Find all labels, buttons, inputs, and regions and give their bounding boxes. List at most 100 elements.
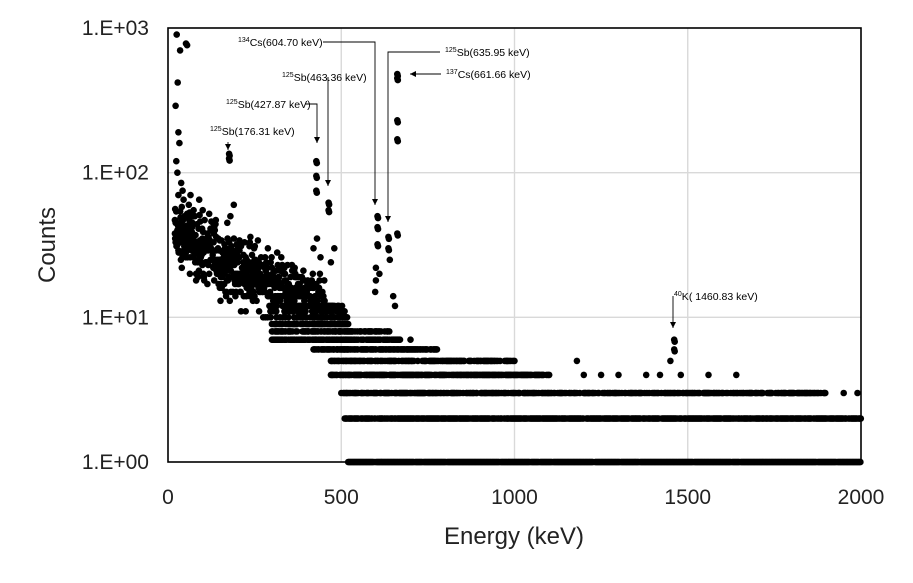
data-point: [172, 102, 179, 110]
plot-area-border: [167, 27, 862, 463]
data-point: [236, 237, 243, 244]
data-point: [331, 245, 338, 252]
data-point: [309, 270, 317, 278]
data-point: [226, 297, 234, 305]
data-point: [267, 259, 275, 266]
data-point: [281, 270, 289, 278]
data-point: [573, 357, 581, 365]
data-point: [178, 203, 186, 211]
peak-energy-text: (604.70 keV): [263, 37, 323, 49]
data-point: [211, 226, 219, 234]
x-tick-label: 2000: [838, 486, 885, 509]
data-point: [308, 277, 316, 284]
data-point: [371, 288, 379, 296]
data-point: [372, 277, 380, 284]
data-point: [187, 191, 194, 199]
data-point: [255, 308, 263, 315]
data-point: [394, 76, 402, 84]
data-point: [246, 239, 254, 246]
data-point: [338, 302, 346, 310]
x-tick-label: 0: [162, 486, 174, 509]
data-point: [248, 251, 256, 259]
data-point: [267, 314, 275, 321]
annotation-arrowhead: [385, 216, 391, 222]
data-point: [195, 196, 203, 203]
data-point: [313, 308, 320, 315]
data-point: [759, 389, 767, 397]
peak-energy-text: (176.31 keV): [235, 126, 295, 138]
y-axis-title: Counts: [34, 207, 61, 283]
data-point: [237, 308, 245, 315]
data-point: [337, 320, 344, 328]
data-point: [344, 320, 352, 328]
data-point: [341, 308, 348, 315]
data-point: [615, 371, 622, 379]
data-point: [667, 357, 674, 365]
data-point: [174, 169, 181, 176]
data-point: [176, 139, 183, 147]
data-point: [300, 267, 307, 275]
data-point: [374, 242, 382, 250]
data-point: [407, 336, 414, 344]
data-point: [374, 225, 382, 233]
y-tick-label: 1.E+00: [82, 451, 149, 474]
data-point: [317, 253, 324, 261]
data-point: [389, 292, 397, 300]
data-point: [677, 371, 685, 379]
annotation-arrowhead: [410, 71, 416, 77]
data-point: [396, 336, 404, 344]
data-point: [321, 277, 328, 284]
data-point: [733, 371, 740, 379]
data-point: [854, 389, 861, 397]
data-point: [173, 31, 180, 38]
data-point: [177, 179, 185, 187]
data-point: [528, 371, 536, 379]
data-points: [171, 31, 865, 466]
data-point: [275, 273, 283, 281]
peak-annotation-label: 125Sb(635.95 keV): [445, 47, 530, 59]
data-point: [264, 245, 272, 252]
data-point: [175, 129, 182, 136]
data-point: [325, 201, 333, 208]
data-point: [313, 174, 321, 182]
data-point: [178, 264, 186, 272]
data-point: [183, 41, 191, 49]
annotation-leader-line: [323, 41, 376, 205]
data-point: [428, 346, 435, 353]
data-point: [194, 273, 202, 281]
y-tick-label: 1.E+03: [82, 17, 149, 40]
element-symbol: Sb: [457, 47, 470, 59]
x-tick-label: 1500: [664, 486, 711, 509]
peak-energy-text: (661.66 keV): [471, 69, 531, 81]
data-point: [210, 277, 218, 284]
peak-annotations: 125Sb(176.31 keV)125Sb(427.87 keV)125Sb(…: [210, 37, 758, 328]
peak-annotation-label: 134Cs(604.70 keV): [238, 37, 323, 49]
data-point: [199, 206, 206, 214]
data-point: [210, 239, 217, 246]
peak-annotation-label: 125Sb(427.87 keV): [226, 99, 311, 111]
data-point: [403, 346, 411, 353]
data-point: [705, 371, 712, 379]
isotope-mass-number: 125: [445, 47, 457, 54]
data-point: [642, 371, 650, 379]
data-point: [310, 245, 317, 252]
annotation-leader-line: [387, 51, 440, 222]
peak-energy-text: (427.87 keV): [251, 99, 311, 111]
data-point: [394, 232, 402, 239]
element-symbol: Cs: [458, 69, 471, 81]
data-point: [289, 328, 296, 335]
data-point: [201, 216, 208, 224]
data-point: [386, 328, 393, 335]
element-symbol: Sb: [294, 72, 307, 84]
element-symbol: Sb: [222, 126, 235, 138]
data-point: [212, 216, 220, 224]
y-tick-label: 1.E+01: [82, 306, 149, 329]
data-point: [234, 259, 241, 266]
data-point: [385, 246, 393, 254]
data-point: [394, 137, 402, 145]
data-point: [321, 320, 328, 328]
annotation-leader-line: [305, 103, 318, 143]
x-axis-title: Energy (keV): [444, 523, 584, 550]
data-point: [302, 308, 309, 315]
